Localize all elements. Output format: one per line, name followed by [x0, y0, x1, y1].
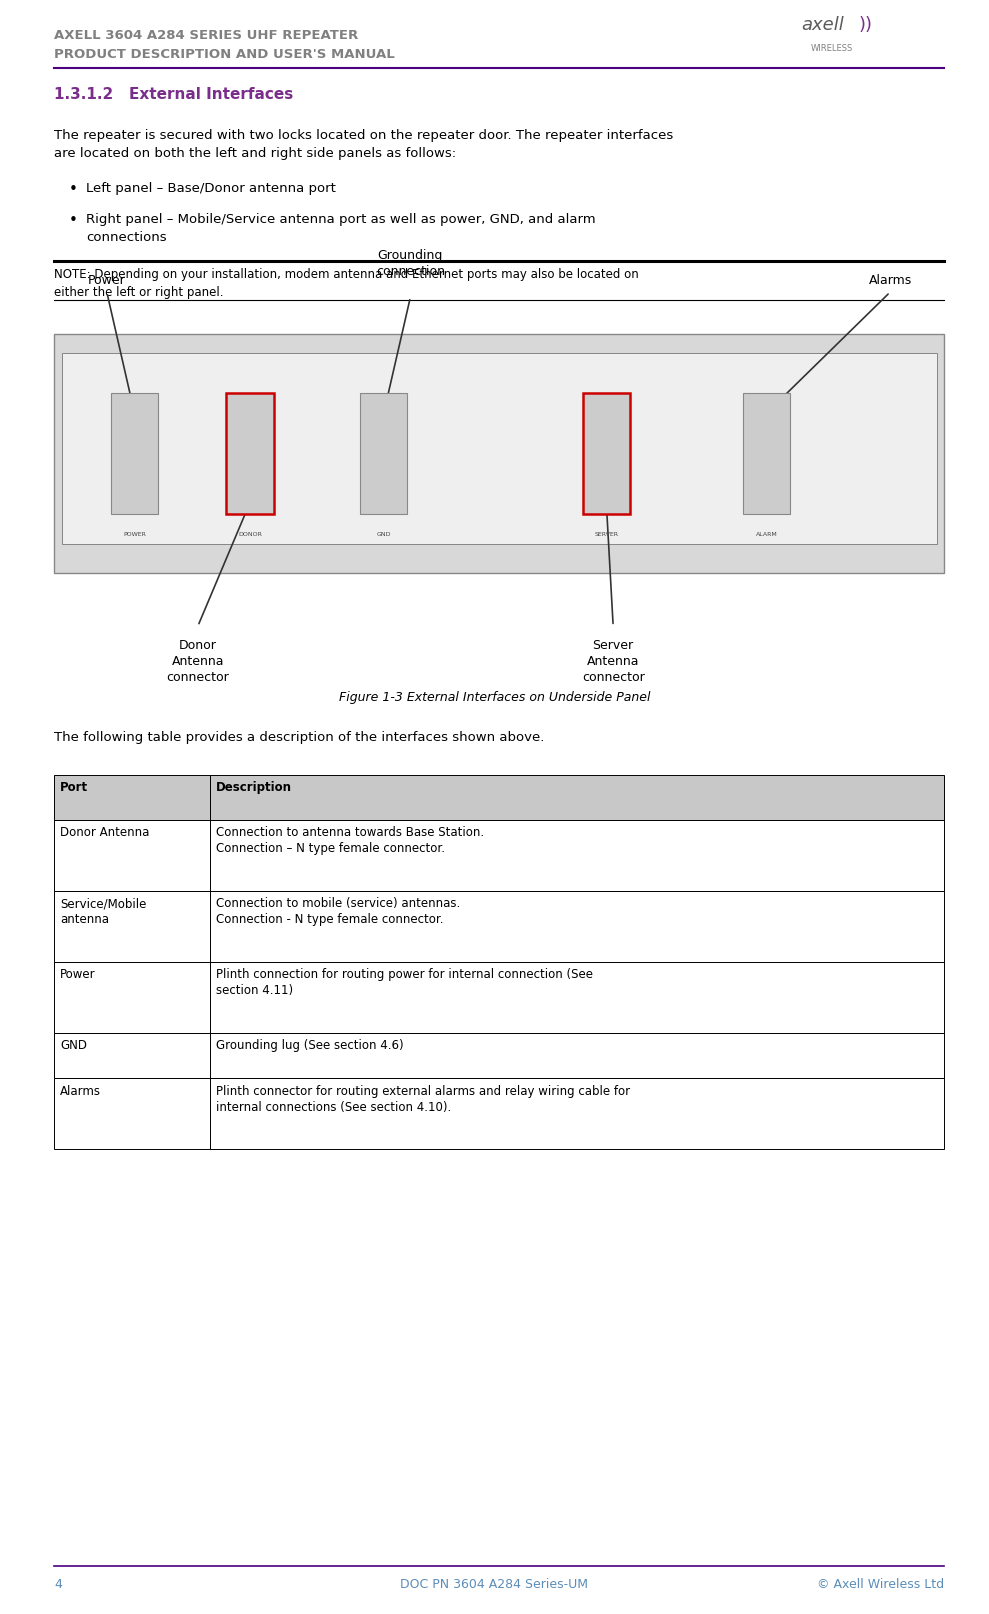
Text: Power: Power: [60, 968, 96, 981]
Text: Connection to mobile (service) antennas.
Connection - N type female connector.: Connection to mobile (service) antennas.…: [216, 897, 460, 926]
Bar: [210, 820, 944, 891]
Text: WIRELESS: WIRELESS: [811, 44, 854, 53]
Text: Plinth connection for routing power for internal connection (See
section 4.11): Plinth connection for routing power for …: [216, 968, 593, 997]
Bar: [54, 820, 210, 891]
Bar: [54, 1078, 210, 1149]
Text: NOTE: Depending on your installation, modem antenna and Ethernet ports may also : NOTE: Depending on your installation, mo…: [54, 268, 639, 299]
Text: The following table provides a description of the interfaces shown above.: The following table provides a descripti…: [54, 731, 545, 744]
Text: Left panel – Base/Donor antenna port: Left panel – Base/Donor antenna port: [86, 182, 336, 195]
Bar: [54, 962, 210, 1033]
Text: Alarms: Alarms: [868, 274, 912, 287]
Text: •: •: [69, 182, 78, 197]
Text: PRODUCT DESCRIPTION AND USER'S MANUAL: PRODUCT DESCRIPTION AND USER'S MANUAL: [54, 48, 396, 61]
Bar: [62, 353, 937, 544]
Text: The repeater is secured with two locks located on the repeater door. The repeate: The repeater is secured with two locks l…: [54, 129, 674, 160]
Bar: [111, 392, 158, 513]
Text: Power: Power: [88, 274, 126, 287]
Bar: [210, 1078, 944, 1149]
Text: Port: Port: [60, 781, 88, 794]
Text: AXELL 3604 A284 SERIES UHF REPEATER: AXELL 3604 A284 SERIES UHF REPEATER: [54, 29, 359, 42]
Bar: [360, 392, 407, 513]
Text: Service/Mobile
antenna: Service/Mobile antenna: [60, 897, 146, 926]
Text: Description: Description: [216, 781, 292, 794]
Bar: [226, 392, 274, 513]
Text: axell: axell: [801, 16, 844, 34]
Text: Plinth connector for routing external alarms and relay wiring cable for
internal: Plinth connector for routing external al…: [216, 1085, 630, 1114]
Text: Grounding lug (See section 4.6): Grounding lug (See section 4.6): [216, 1039, 404, 1052]
Bar: [210, 891, 944, 962]
Bar: [210, 962, 944, 1033]
Text: 1.3.1.2   External Interfaces: 1.3.1.2 External Interfaces: [54, 87, 294, 102]
Bar: [54, 775, 210, 820]
Text: Alarms: Alarms: [60, 1085, 101, 1098]
Text: )): )): [858, 16, 872, 34]
Text: Right panel – Mobile/Service antenna port as well as power, GND, and alarm
conne: Right panel – Mobile/Service antenna por…: [86, 213, 595, 244]
Bar: [583, 392, 630, 513]
Text: GND: GND: [377, 533, 391, 537]
Text: DONOR: DONOR: [238, 533, 262, 537]
Bar: [54, 334, 944, 573]
Bar: [743, 392, 790, 513]
Text: Grounding
connection: Grounding connection: [376, 249, 445, 278]
Bar: [54, 1033, 210, 1078]
Text: DOC PN 3604 A284 Series-UM: DOC PN 3604 A284 Series-UM: [401, 1578, 588, 1591]
Text: SERVER: SERVER: [594, 533, 618, 537]
Bar: [54, 891, 210, 962]
Text: © Axell Wireless Ltd: © Axell Wireless Ltd: [817, 1578, 944, 1591]
Bar: [210, 775, 944, 820]
Text: ALARM: ALARM: [756, 533, 777, 537]
Text: POWER: POWER: [123, 533, 146, 537]
Text: Connection to antenna towards Base Station.
Connection – N type female connector: Connection to antenna towards Base Stati…: [216, 826, 485, 855]
Text: Donor Antenna: Donor Antenna: [60, 826, 149, 839]
Text: Figure 1-3 External Interfaces on Underside Panel: Figure 1-3 External Interfaces on Unders…: [339, 691, 650, 704]
Bar: [210, 1033, 944, 1078]
Text: •: •: [69, 213, 78, 228]
Text: GND: GND: [60, 1039, 87, 1052]
Text: 4: 4: [54, 1578, 62, 1591]
Text: Server
Antenna
connector: Server Antenna connector: [582, 639, 645, 684]
Text: Donor
Antenna
connector: Donor Antenna connector: [166, 639, 229, 684]
